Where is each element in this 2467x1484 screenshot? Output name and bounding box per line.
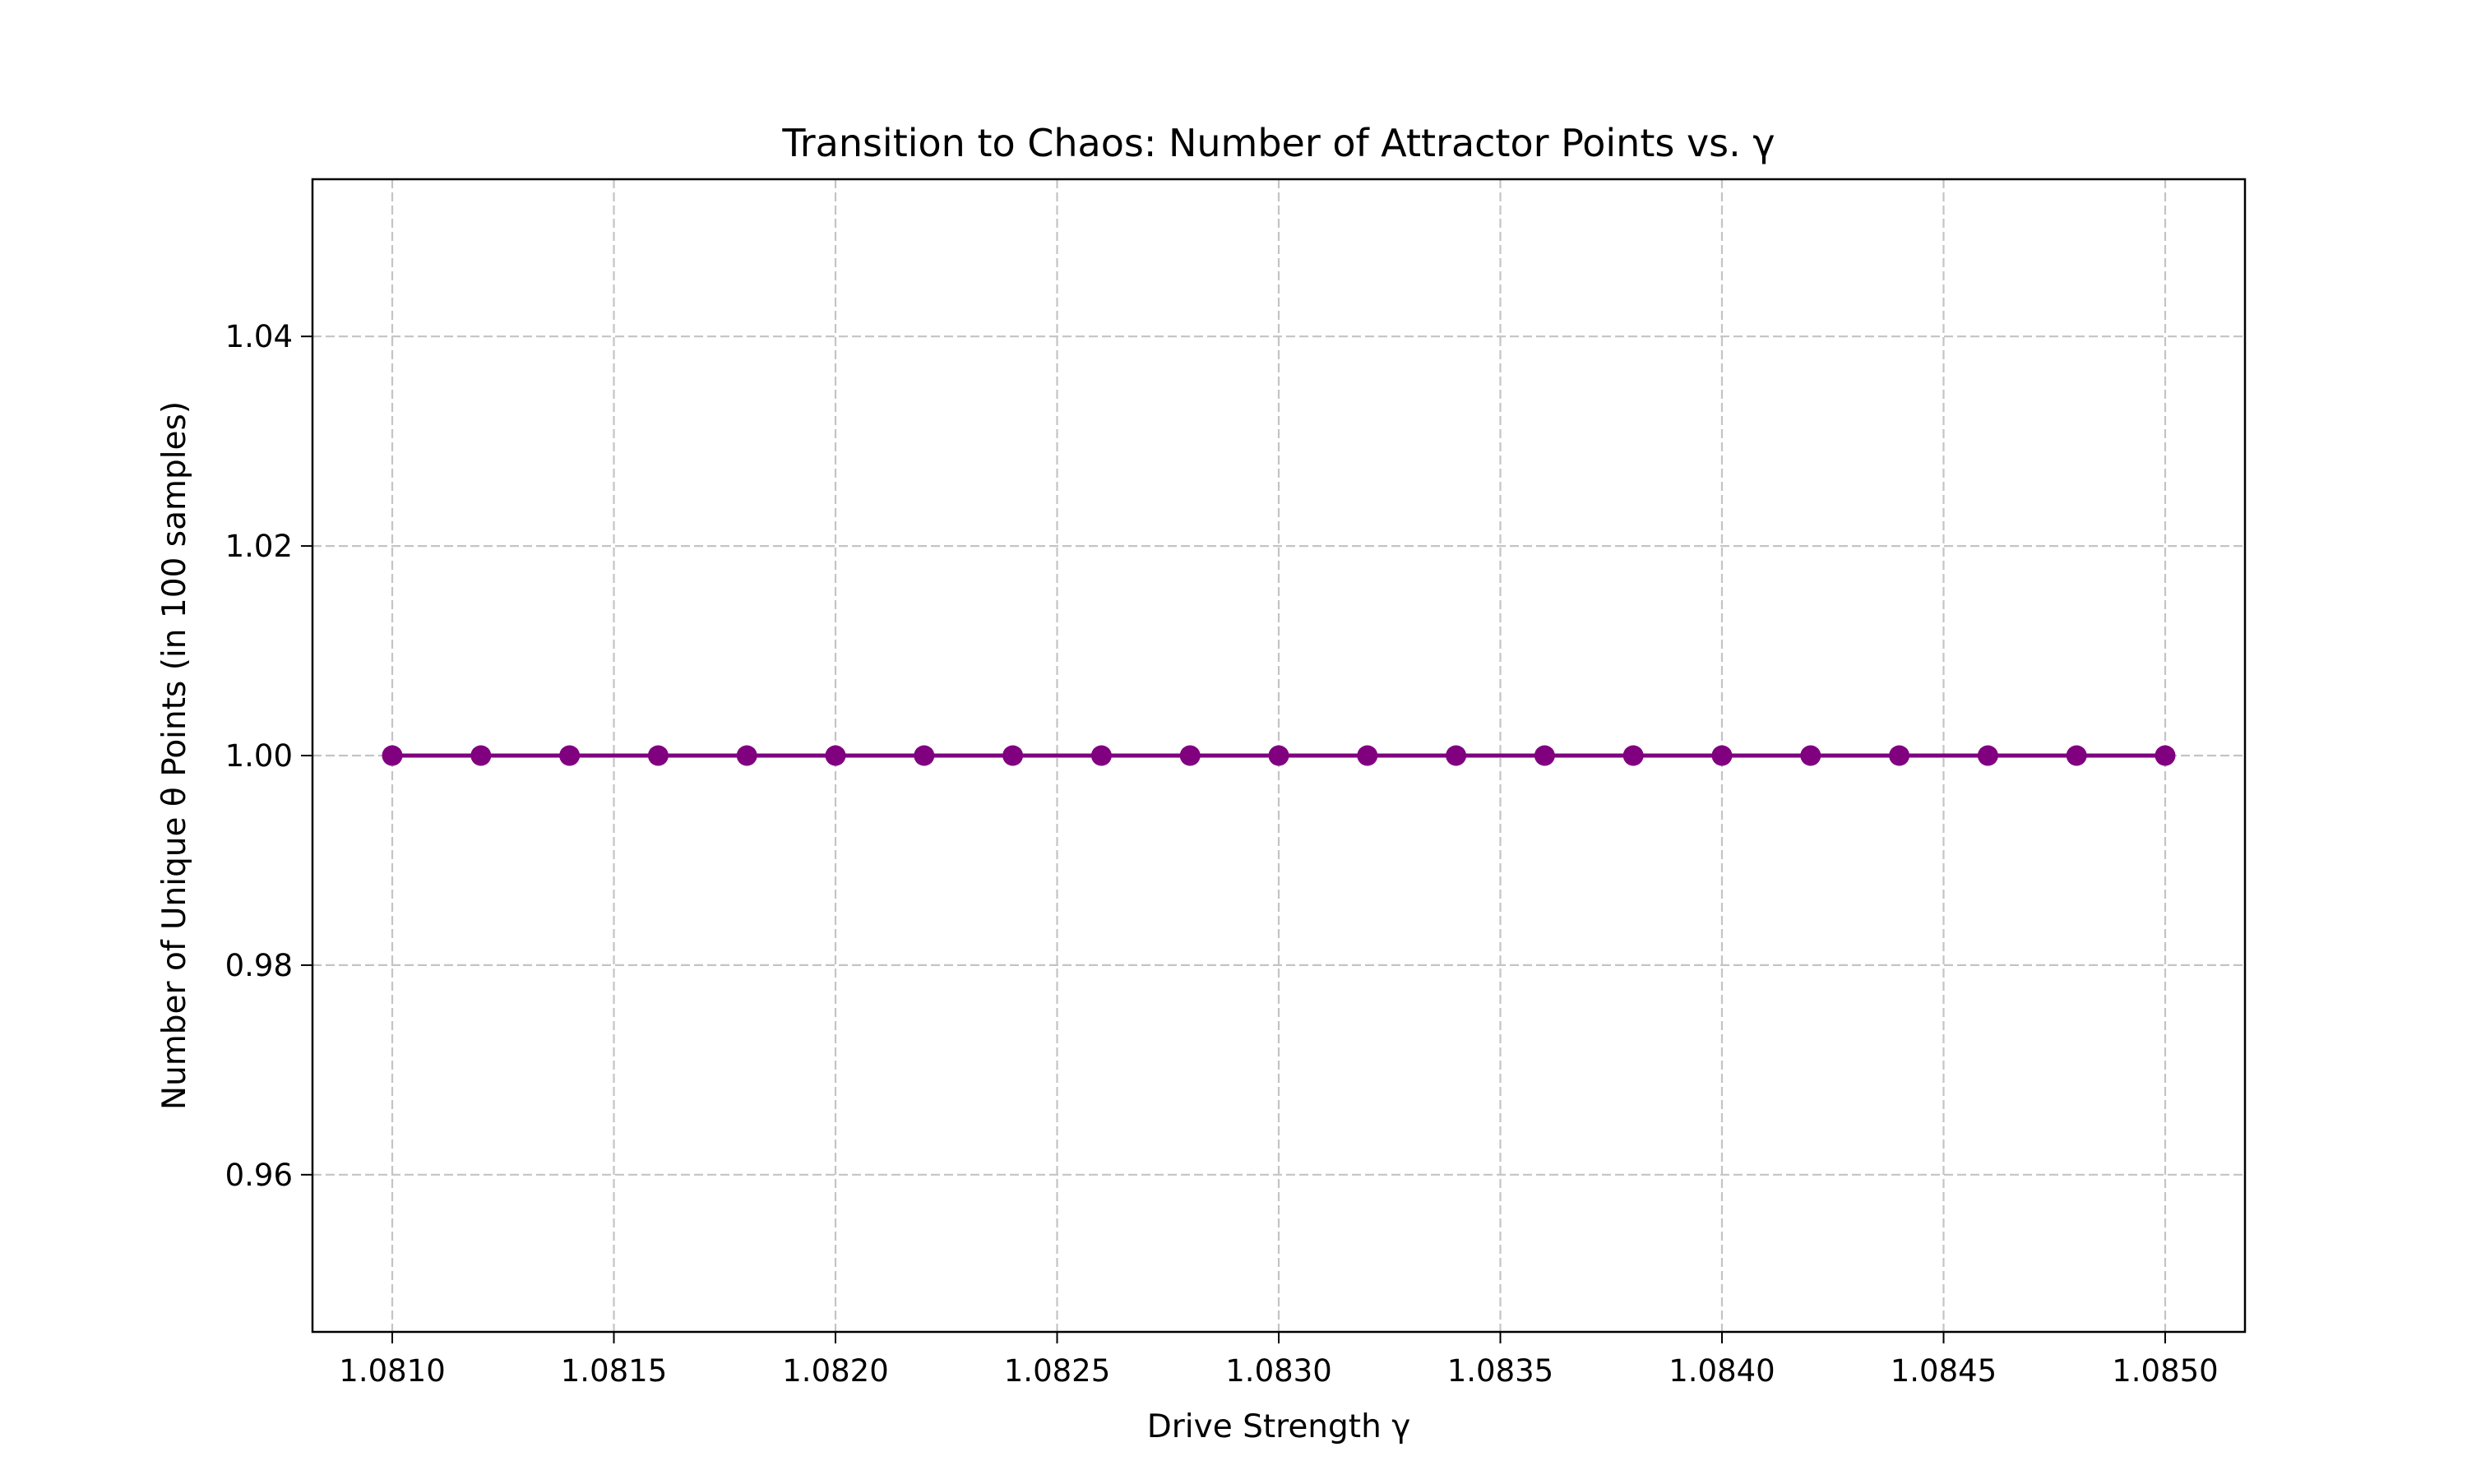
data-point: [825, 745, 846, 766]
x-tick-label: 1.0830: [1225, 1353, 1331, 1389]
data-point: [914, 745, 935, 766]
y-tick-label: 1.00: [225, 738, 293, 774]
x-tick-label: 1.0825: [1004, 1353, 1110, 1389]
data-point: [1446, 745, 1467, 766]
chart-title: Transition to Chaos: Number of Attractor…: [781, 121, 1775, 165]
data-point: [1977, 745, 1998, 766]
x-axis-label: Drive Strength γ: [1147, 1408, 1411, 1445]
x-tick-label: 1.0850: [2112, 1353, 2218, 1389]
y-tick-label: 0.96: [225, 1158, 293, 1193]
x-tick-label: 1.0835: [1447, 1353, 1553, 1389]
data-point: [1179, 745, 1201, 766]
y-tick-label: 0.98: [225, 948, 293, 983]
x-tick-label: 1.0840: [1669, 1353, 1775, 1389]
x-tick-label: 1.0845: [1891, 1353, 1997, 1389]
x-tick-label: 1.0815: [561, 1353, 667, 1389]
data-point: [1534, 745, 1555, 766]
data-point: [1889, 745, 1910, 766]
data-point: [1002, 745, 1024, 766]
data-point: [1090, 745, 1112, 766]
data-point: [2066, 745, 2087, 766]
series-layer: [382, 745, 2176, 766]
y-axis-label: Number of Unique θ Points (in 100 sample…: [156, 401, 193, 1110]
data-point: [382, 745, 403, 766]
data-point: [1711, 745, 1733, 766]
data-point: [2155, 745, 2176, 766]
y-tick-label: 1.04: [225, 319, 293, 354]
data-point: [559, 745, 581, 766]
x-tick-label: 1.0810: [339, 1353, 445, 1389]
data-point: [736, 745, 757, 766]
y-tick-label: 1.02: [225, 529, 293, 564]
data-point: [470, 745, 492, 766]
data-point: [1357, 745, 1378, 766]
x-tick-label: 1.0820: [782, 1353, 888, 1389]
data-point: [647, 745, 669, 766]
data-point: [1800, 745, 1821, 766]
data-point: [1622, 745, 1644, 766]
tick-layer: 1.0810 1.0815 1.0820 1.0825 1.0830 1.0835 1.08…: [225, 319, 2219, 1389]
data-point: [1268, 745, 1289, 766]
